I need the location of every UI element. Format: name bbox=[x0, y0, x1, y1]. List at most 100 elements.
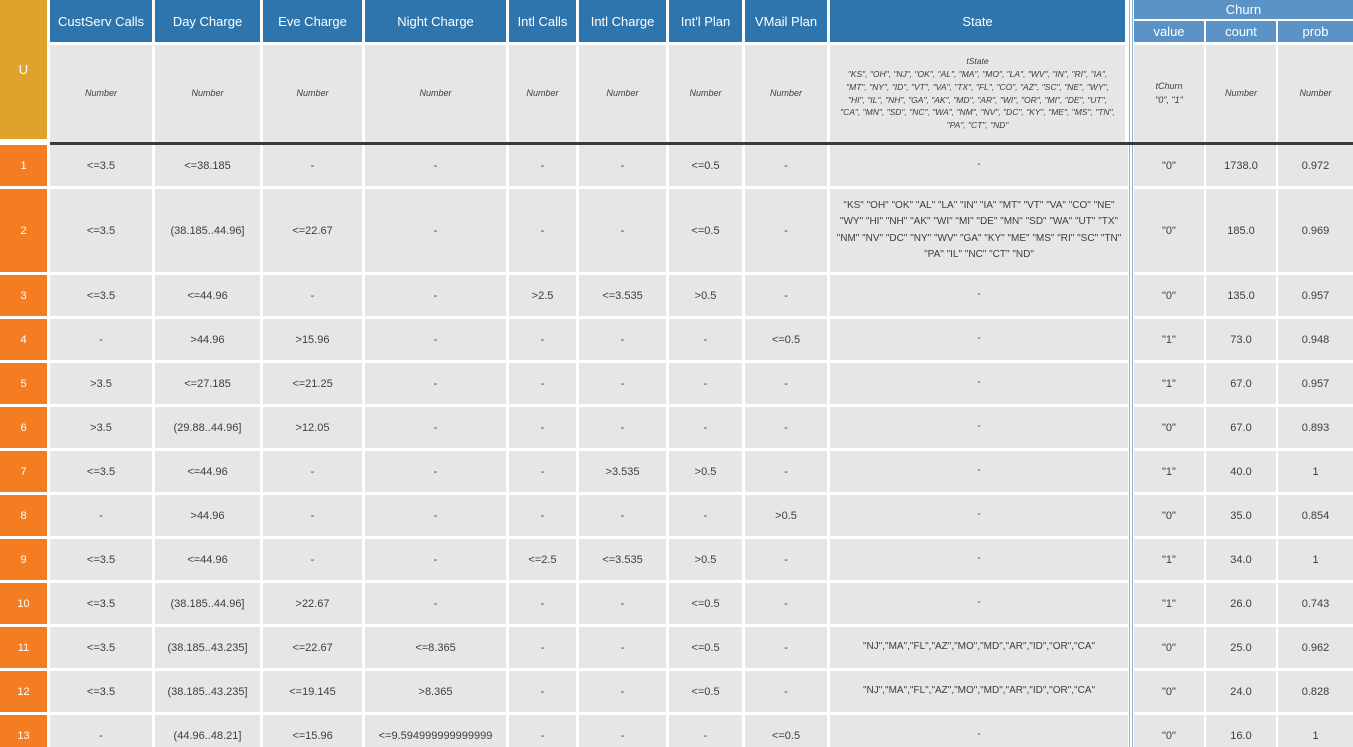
rule-cell-state[interactable]: - bbox=[830, 495, 1128, 539]
rule-row-number[interactable]: 4 bbox=[0, 319, 50, 363]
churn-count-cell[interactable]: 16.0 bbox=[1206, 715, 1278, 747]
churn-count-cell[interactable]: 1738.0 bbox=[1206, 145, 1278, 189]
rule-cell-day-charge[interactable]: >44.96 bbox=[155, 319, 263, 363]
churn-value-cell[interactable]: "0" bbox=[1134, 189, 1206, 275]
rule-cell-custserv-calls[interactable]: - bbox=[50, 715, 155, 747]
rule-cell-intl-plan[interactable]: - bbox=[669, 407, 745, 451]
rule-cell-intl-charge[interactable]: - bbox=[579, 319, 669, 363]
rule-cell-day-charge[interactable]: <=44.96 bbox=[155, 539, 263, 583]
churn-prob-cell[interactable]: 0.969 bbox=[1278, 189, 1353, 275]
rule-cell-intl-charge[interactable]: >3.535 bbox=[579, 451, 669, 495]
rule-cell-vmail-plan[interactable]: <=0.5 bbox=[745, 319, 830, 363]
rule-row-number[interactable]: 6 bbox=[0, 407, 50, 451]
rule-cell-intl-charge[interactable]: - bbox=[579, 627, 669, 671]
rule-cell-vmail-plan[interactable]: - bbox=[745, 671, 830, 715]
churn-prob-cell[interactable]: 1 bbox=[1278, 715, 1353, 747]
rule-cell-eve-charge[interactable]: >15.96 bbox=[263, 319, 365, 363]
rule-row-number[interactable]: 13 bbox=[0, 715, 50, 747]
churn-value-cell[interactable]: "0" bbox=[1134, 671, 1206, 715]
rule-cell-custserv-calls[interactable]: <=3.5 bbox=[50, 189, 155, 275]
churn-count-cell[interactable]: 35.0 bbox=[1206, 495, 1278, 539]
rule-cell-intl-plan[interactable]: <=0.5 bbox=[669, 627, 745, 671]
rule-cell-intl-plan[interactable]: >0.5 bbox=[669, 275, 745, 319]
churn-count-cell[interactable]: 25.0 bbox=[1206, 627, 1278, 671]
rule-cell-state[interactable]: - bbox=[830, 407, 1128, 451]
churn-value-cell[interactable]: "0" bbox=[1134, 275, 1206, 319]
rule-cell-vmail-plan[interactable]: - bbox=[745, 451, 830, 495]
rule-cell-day-charge[interactable]: >44.96 bbox=[155, 495, 263, 539]
churn-value-cell[interactable]: "0" bbox=[1134, 627, 1206, 671]
rule-cell-night-charge[interactable]: - bbox=[365, 319, 509, 363]
rule-cell-intl-plan[interactable]: - bbox=[669, 319, 745, 363]
churn-prob-cell[interactable]: 0.893 bbox=[1278, 407, 1353, 451]
rule-cell-intl-calls[interactable]: - bbox=[509, 363, 579, 407]
rule-cell-intl-charge[interactable]: <=3.535 bbox=[579, 539, 669, 583]
rule-cell-intl-charge[interactable]: - bbox=[579, 495, 669, 539]
rule-cell-night-charge[interactable]: - bbox=[365, 189, 509, 275]
rule-cell-intl-plan[interactable]: - bbox=[669, 495, 745, 539]
rule-cell-eve-charge[interactable]: >12.05 bbox=[263, 407, 365, 451]
rule-cell-night-charge[interactable]: - bbox=[365, 451, 509, 495]
churn-count-cell[interactable]: 67.0 bbox=[1206, 407, 1278, 451]
rule-cell-intl-charge[interactable]: - bbox=[579, 189, 669, 275]
churn-prob-cell[interactable]: 0.854 bbox=[1278, 495, 1353, 539]
rule-cell-eve-charge[interactable]: <=22.67 bbox=[263, 189, 365, 275]
rule-cell-day-charge[interactable]: <=44.96 bbox=[155, 275, 263, 319]
rule-cell-intl-calls[interactable]: - bbox=[509, 319, 579, 363]
rule-cell-day-charge[interactable]: <=44.96 bbox=[155, 451, 263, 495]
rule-cell-state[interactable]: - bbox=[830, 583, 1128, 627]
rule-cell-eve-charge[interactable]: - bbox=[263, 495, 365, 539]
rule-cell-eve-charge[interactable]: <=22.67 bbox=[263, 627, 365, 671]
churn-prob-cell[interactable]: 1 bbox=[1278, 451, 1353, 495]
rule-cell-night-charge[interactable]: - bbox=[365, 407, 509, 451]
churn-value-cell[interactable]: "1" bbox=[1134, 451, 1206, 495]
churn-value-cell[interactable]: "1" bbox=[1134, 539, 1206, 583]
rule-cell-day-charge[interactable]: (38.185..43.235] bbox=[155, 671, 263, 715]
rule-cell-state[interactable]: "NJ","MA","FL","AZ","MO","MD","AR","ID",… bbox=[830, 671, 1128, 715]
rule-row-number[interactable]: 8 bbox=[0, 495, 50, 539]
rule-cell-vmail-plan[interactable]: <=0.5 bbox=[745, 715, 830, 747]
churn-prob-cell[interactable]: 1 bbox=[1278, 539, 1353, 583]
rule-cell-intl-charge[interactable]: - bbox=[579, 583, 669, 627]
rule-cell-state[interactable]: - bbox=[830, 319, 1128, 363]
churn-count-cell[interactable]: 73.0 bbox=[1206, 319, 1278, 363]
rule-cell-custserv-calls[interactable]: <=3.5 bbox=[50, 451, 155, 495]
churn-value-cell[interactable]: "0" bbox=[1134, 495, 1206, 539]
rule-cell-eve-charge[interactable]: - bbox=[263, 451, 365, 495]
rule-cell-state[interactable]: - bbox=[830, 145, 1128, 189]
rule-cell-day-charge[interactable]: (44.96..48.21] bbox=[155, 715, 263, 747]
rule-cell-vmail-plan[interactable]: - bbox=[745, 145, 830, 189]
rule-cell-intl-charge[interactable]: - bbox=[579, 671, 669, 715]
churn-prob-cell[interactable]: 0.972 bbox=[1278, 145, 1353, 189]
churn-prob-cell[interactable]: 0.957 bbox=[1278, 275, 1353, 319]
rule-cell-intl-charge[interactable]: <=3.535 bbox=[579, 275, 669, 319]
churn-value-cell[interactable]: "0" bbox=[1134, 715, 1206, 747]
rule-cell-vmail-plan[interactable]: - bbox=[745, 407, 830, 451]
rule-cell-night-charge[interactable]: <=8.365 bbox=[365, 627, 509, 671]
rule-row-number[interactable]: 5 bbox=[0, 363, 50, 407]
rule-cell-intl-calls[interactable]: <=2.5 bbox=[509, 539, 579, 583]
rule-cell-state[interactable]: "NJ","MA","FL","AZ","MO","MD","AR","ID",… bbox=[830, 627, 1128, 671]
rule-cell-eve-charge[interactable]: - bbox=[263, 145, 365, 189]
churn-value-cell[interactable]: "0" bbox=[1134, 145, 1206, 189]
churn-count-cell[interactable]: 135.0 bbox=[1206, 275, 1278, 319]
churn-count-cell[interactable]: 26.0 bbox=[1206, 583, 1278, 627]
rule-cell-custserv-calls[interactable]: - bbox=[50, 319, 155, 363]
rule-cell-intl-calls[interactable]: - bbox=[509, 627, 579, 671]
rule-cell-day-charge[interactable]: (38.185..44.96] bbox=[155, 189, 263, 275]
rule-cell-custserv-calls[interactable]: <=3.5 bbox=[50, 627, 155, 671]
churn-count-cell[interactable]: 185.0 bbox=[1206, 189, 1278, 275]
rule-row-number[interactable]: 1 bbox=[0, 145, 50, 189]
rule-row-number[interactable]: 2 bbox=[0, 189, 50, 275]
rule-cell-intl-calls[interactable]: - bbox=[509, 671, 579, 715]
rule-cell-vmail-plan[interactable]: - bbox=[745, 627, 830, 671]
rule-cell-intl-plan[interactable]: <=0.5 bbox=[669, 189, 745, 275]
rule-cell-intl-plan[interactable]: <=0.5 bbox=[669, 671, 745, 715]
churn-prob-cell[interactable]: 0.957 bbox=[1278, 363, 1353, 407]
rule-cell-custserv-calls[interactable]: <=3.5 bbox=[50, 583, 155, 627]
rule-cell-intl-plan[interactable]: >0.5 bbox=[669, 451, 745, 495]
churn-prob-cell[interactable]: 0.948 bbox=[1278, 319, 1353, 363]
rule-cell-intl-charge[interactable]: - bbox=[579, 715, 669, 747]
rule-cell-intl-plan[interactable]: <=0.5 bbox=[669, 145, 745, 189]
rule-cell-night-charge[interactable]: >8.365 bbox=[365, 671, 509, 715]
